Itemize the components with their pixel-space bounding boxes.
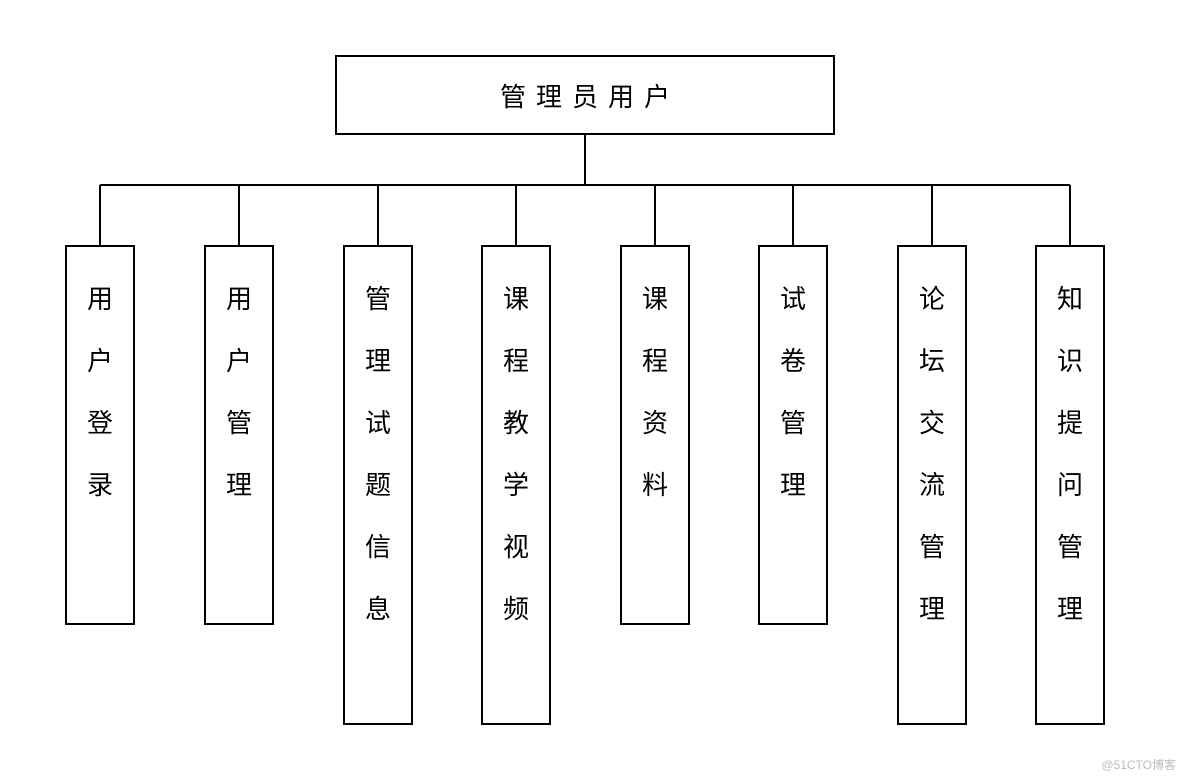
child-node-char: 资 <box>642 411 668 437</box>
child-node-char: 理 <box>365 349 391 375</box>
child-node-char: 交 <box>919 411 945 437</box>
child-node-char: 视 <box>503 535 529 561</box>
child-node-char: 用 <box>226 287 252 313</box>
child-node-char: 论 <box>919 287 945 313</box>
child-node-char: 管 <box>1057 535 1083 561</box>
child-node-char: 户 <box>87 349 113 375</box>
child-node-char: 问 <box>1057 473 1083 499</box>
child-node-char: 教 <box>503 411 529 437</box>
child-node-char: 识 <box>1057 349 1083 375</box>
child-node-char: 程 <box>642 349 668 375</box>
child-node-char: 卷 <box>780 349 806 375</box>
child-node-char: 户 <box>226 349 252 375</box>
root-node: 管理员用户 <box>335 55 835 135</box>
watermark-text: @51CTO博客 <box>1101 756 1176 773</box>
child-node-char: 理 <box>919 597 945 623</box>
child-node-char: 录 <box>87 473 113 499</box>
child-node-char: 频 <box>503 597 529 623</box>
child-node-5: 试卷管理 <box>758 245 828 625</box>
child-node-char: 课 <box>503 287 529 313</box>
child-node-char: 理 <box>1057 597 1083 623</box>
child-node-char: 知 <box>1057 287 1083 313</box>
child-node-char: 提 <box>1057 411 1083 437</box>
child-node-char: 息 <box>365 597 391 623</box>
child-node-char: 管 <box>919 535 945 561</box>
child-node-3: 课程教学视频 <box>481 245 551 725</box>
child-node-char: 试 <box>780 287 806 313</box>
child-node-2: 管理试题信息 <box>343 245 413 725</box>
child-node-char: 学 <box>503 473 529 499</box>
child-node-char: 管 <box>365 287 391 313</box>
child-node-char: 料 <box>642 473 668 499</box>
child-node-0: 用户登录 <box>65 245 135 625</box>
child-node-char: 程 <box>503 349 529 375</box>
child-node-4: 课程资料 <box>620 245 690 625</box>
child-node-char: 登 <box>87 411 113 437</box>
child-node-char: 试 <box>365 411 391 437</box>
child-node-7: 知识提问管理 <box>1035 245 1105 725</box>
child-node-char: 理 <box>226 473 252 499</box>
child-node-1: 用户管理 <box>204 245 274 625</box>
child-node-char: 用 <box>87 287 113 313</box>
child-node-char: 题 <box>365 473 391 499</box>
child-node-char: 坛 <box>919 349 945 375</box>
child-node-char: 理 <box>780 473 806 499</box>
child-node-char: 管 <box>226 411 252 437</box>
child-node-char: 流 <box>919 473 945 499</box>
child-node-6: 论坛交流管理 <box>897 245 967 725</box>
child-node-char: 管 <box>780 411 806 437</box>
child-node-char: 信 <box>365 535 391 561</box>
root-node-label: 管理员用户 <box>500 77 680 114</box>
child-node-char: 课 <box>642 287 668 313</box>
